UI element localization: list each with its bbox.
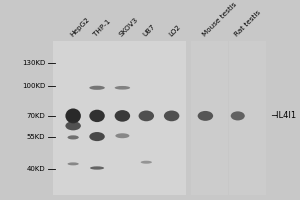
Ellipse shape — [115, 86, 130, 90]
Ellipse shape — [65, 108, 81, 123]
Text: 70KD: 70KD — [26, 113, 45, 119]
Text: Rat testis: Rat testis — [233, 10, 262, 38]
FancyBboxPatch shape — [229, 41, 266, 195]
Ellipse shape — [89, 132, 105, 141]
Text: ─IL4I1: ─IL4I1 — [272, 111, 297, 120]
Text: U87: U87 — [142, 24, 157, 38]
Text: Mouse testis: Mouse testis — [201, 2, 238, 38]
Ellipse shape — [198, 111, 213, 121]
Text: HepG2: HepG2 — [69, 16, 91, 38]
Ellipse shape — [68, 162, 79, 165]
Ellipse shape — [90, 166, 104, 170]
FancyBboxPatch shape — [53, 41, 186, 195]
Text: THP-1: THP-1 — [93, 19, 112, 38]
Ellipse shape — [115, 110, 130, 122]
Ellipse shape — [139, 111, 154, 121]
Ellipse shape — [89, 86, 105, 90]
Text: SKOV3: SKOV3 — [118, 17, 140, 38]
Text: 40KD: 40KD — [26, 166, 45, 172]
Text: 55KD: 55KD — [26, 134, 45, 140]
Ellipse shape — [68, 135, 79, 139]
Ellipse shape — [89, 110, 105, 122]
FancyBboxPatch shape — [191, 41, 228, 195]
Text: LO2: LO2 — [167, 24, 182, 38]
Ellipse shape — [231, 111, 245, 120]
Ellipse shape — [141, 161, 152, 164]
Text: 100KD: 100KD — [22, 83, 45, 89]
Ellipse shape — [116, 133, 129, 138]
Ellipse shape — [65, 121, 81, 130]
Text: 130KD: 130KD — [22, 60, 45, 66]
Ellipse shape — [164, 111, 179, 121]
